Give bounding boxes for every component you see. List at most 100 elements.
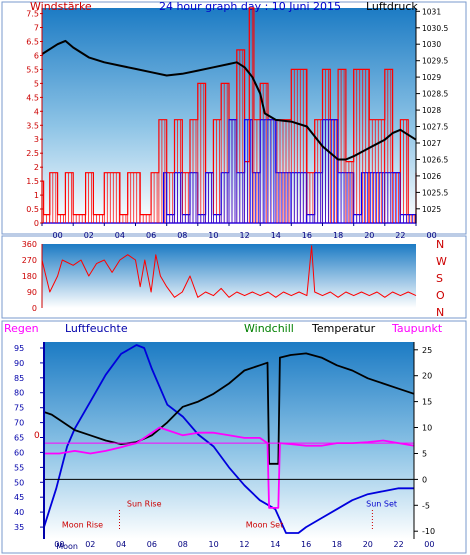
pressure-tick-label: 1026.5 [422, 156, 448, 165]
direction-tick-label: 0 [32, 304, 37, 313]
pressure-tick-label: 1027 [422, 139, 441, 148]
wind-tick-label: 5 [34, 79, 39, 88]
legend-regen: Regen [4, 322, 39, 335]
series-temperatur [43, 352, 415, 465]
wind-tick-label: 1 [34, 191, 39, 200]
direction-tick-label: 90 [27, 288, 37, 297]
wind-tick-label: 4 [34, 107, 39, 116]
pressure-line [41, 39, 417, 161]
humidity-tick-label: 55 [14, 463, 24, 472]
hour-tick-label: 04 [116, 540, 126, 549]
wind-tick-label: 5.5 [26, 65, 39, 74]
humidity-tick-label: 95 [14, 344, 24, 353]
panel-3-frame [1, 320, 467, 554]
humidity-tick-label: 60 [14, 448, 24, 457]
legend-taupunkt: Taupunkt [391, 322, 443, 335]
hour-tick-label: 12 [240, 231, 250, 240]
temperature-tick-label: -10 [422, 527, 435, 536]
wind-bars-1 [163, 119, 416, 223]
annotation-label: Moon Set [246, 521, 283, 530]
hour-tick-label: 08 [178, 540, 188, 549]
legend-windchill: Windchill [244, 322, 294, 335]
humidity-tick-label: 35 [14, 523, 24, 532]
plot-3-background [44, 342, 414, 539]
left-panel-label: Windstärke [30, 0, 92, 13]
hour-tick-label: 20 [363, 540, 373, 549]
pressure-tick-label: 1031 [422, 7, 441, 16]
hour-tick-label: 06 [147, 540, 157, 549]
pressure-tick-label: 1026 [422, 172, 441, 181]
hour-tick-label: 12 [239, 540, 249, 549]
hour-tick-label: 00 [54, 540, 64, 549]
direction-tick-label: 360 [22, 240, 37, 249]
wind-tick-label: 0.5 [26, 205, 39, 214]
pressure-tick-label: 1030.5 [422, 24, 448, 33]
hour-tick-label: 00 [427, 231, 437, 240]
hour-tick-label: 22 [394, 540, 404, 549]
humidity-tick-label: 40 [14, 508, 24, 517]
direction-tick-label: 270 [22, 256, 37, 265]
direction-tick-label: 180 [22, 272, 37, 281]
wind-tick-label: 4.5 [26, 93, 39, 102]
annotation-label: Moon Rise [62, 521, 103, 530]
humidity-tick-label: 50 [14, 478, 24, 487]
wind-tick-label: 1.5 [26, 177, 39, 186]
compass-label: N [436, 306, 444, 319]
hour-tick-label: 02 [84, 231, 94, 240]
pressure-tick-label: 1029 [422, 73, 441, 82]
wind-tick-label: 3 [34, 135, 39, 144]
wind-tick-label: 3.5 [26, 121, 39, 130]
humidity-tick-label: 80 [14, 389, 24, 398]
hour-tick-label: 00 [53, 231, 63, 240]
hour-tick-label: 16 [302, 231, 312, 240]
hour-tick-label: 02 [85, 540, 95, 549]
temperature-tick-label: 20 [422, 372, 432, 381]
panel-2-frame [1, 235, 467, 319]
hour-tick-label: 16 [301, 540, 311, 549]
legend-luftfeuchte: Luftfeuchte [65, 322, 128, 335]
wind-tick-label: 7 [34, 24, 39, 33]
compass-label: O [436, 289, 445, 302]
wind-tick-label: 2.5 [26, 149, 39, 158]
compass-label: N [436, 238, 444, 251]
pressure-tick-label: 1029.5 [422, 57, 448, 66]
hour-tick-label: 06 [146, 231, 156, 240]
wind-tick-label: 7.5 [26, 10, 39, 19]
humidity-tick-label: 75 [14, 404, 24, 413]
annotation-label: Sun Set [366, 500, 397, 509]
humidity-tick-label: 45 [14, 493, 24, 502]
wind-tick-label: 6 [34, 52, 39, 61]
temperature-tick-label: 10 [422, 424, 432, 433]
hour-tick-label: 14 [271, 231, 281, 240]
annotation-label: Sun Rise [127, 500, 162, 509]
hour-tick-label: 08 [177, 231, 187, 240]
pressure-tick-label: 1025 [422, 205, 441, 214]
series-luftfeuchte [43, 344, 414, 534]
compass-label: S [436, 272, 443, 285]
pressure-tick-label: 1025.5 [422, 188, 448, 197]
hour-tick-label: 22 [395, 231, 405, 240]
humidity-tick-label: 70 [14, 419, 24, 428]
temperature-tick-label: 25 [422, 346, 432, 355]
temperature-tick-label: 5 [422, 450, 427, 459]
temperature-tick-label: 0 [422, 475, 427, 484]
wind-tick-label: 6.5 [26, 38, 39, 47]
humidity-tick-label: 85 [14, 374, 24, 383]
hour-tick-label: 18 [332, 540, 342, 549]
legend-temperatur: Temperatur [311, 322, 376, 335]
pressure-tick-label: 1027.5 [422, 123, 448, 132]
rain-axis-label: 0 [34, 431, 40, 441]
temperature-tick-label: 15 [422, 398, 432, 407]
hour-tick-label: 10 [209, 540, 219, 549]
wind-tick-label: 2 [34, 163, 39, 172]
hour-tick-label: 18 [333, 231, 343, 240]
temperature-tick-label: -5 [422, 501, 430, 510]
hour-tick-label: 10 [208, 231, 218, 240]
hour-tick-label: 00 [424, 540, 434, 549]
right-panel-label: Luftdruck [366, 0, 418, 13]
pressure-tick-label: 1028 [422, 106, 441, 115]
compass-label: W [436, 255, 447, 268]
hour-tick-label: 14 [270, 540, 280, 549]
humidity-tick-label: 65 [14, 434, 24, 443]
wind-tick-label: 0 [34, 219, 39, 228]
